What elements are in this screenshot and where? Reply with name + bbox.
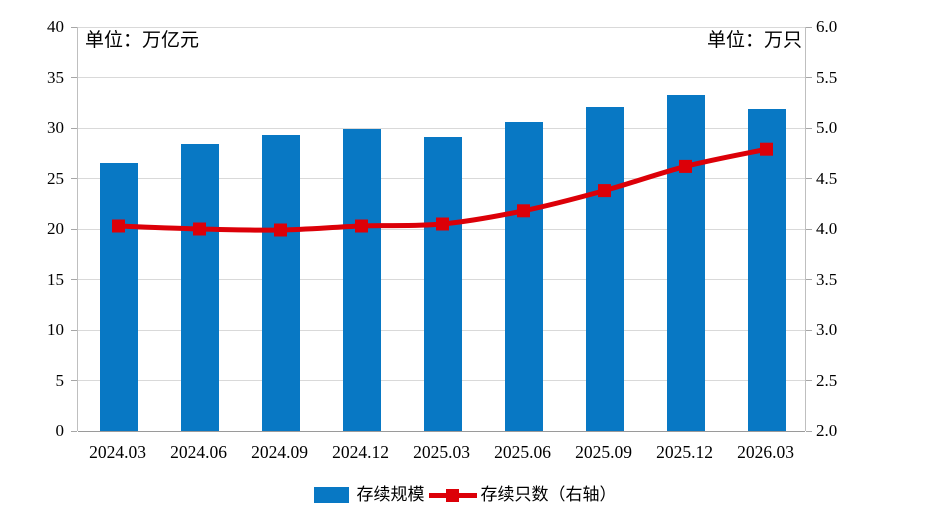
bar-2025.03	[423, 137, 462, 431]
x-axis-label: 2024.09	[251, 442, 308, 462]
bar-2025.06	[504, 121, 543, 431]
bar-2024.03	[99, 163, 138, 431]
y-axis-tickmark-left	[71, 329, 77, 331]
x-axis-label: 2024.06	[170, 442, 227, 462]
x-axis-label: 2025.06	[494, 442, 551, 462]
y-axis-tick-label-left: 35	[47, 67, 64, 87]
x-axis-line	[78, 430, 805, 432]
x-axis-label: 2024.12	[332, 442, 389, 462]
x-axis-label: 2024.03	[89, 442, 146, 462]
y-axis-tickmark-left	[71, 178, 77, 179]
left-axis-unit-label: 单位：万亿元	[85, 30, 200, 51]
gridline	[78, 127, 805, 129]
y-axis-tickmark-left	[71, 279, 77, 280]
y-axis-tickmark-right	[806, 380, 812, 381]
y-axis-tick-label-right: 6.0	[816, 17, 838, 36]
x-axis-label: 2026.03	[737, 442, 794, 462]
y-axis-tick-label-right: 4.5	[816, 168, 838, 188]
legend-bar-swatch-icon	[313, 487, 349, 503]
y-axis-tickmark-left	[71, 380, 77, 381]
y-axis-tick-label-right: 4.0	[816, 219, 838, 238]
y-axis-tickmark-left	[71, 228, 77, 230]
x-axis-label: 2025.12	[656, 442, 713, 462]
bar-2024.06	[180, 144, 219, 431]
y-axis-tickmark-right	[806, 127, 812, 129]
y-axis-tickmark-left	[71, 430, 77, 432]
y-axis-tickmark-left	[71, 77, 77, 78]
y-axis-tickmark-right	[806, 228, 812, 230]
y-axis-tick-label-left: 10	[47, 320, 64, 339]
gridline	[78, 77, 805, 78]
bar-2024.12	[342, 129, 381, 431]
y-axis-tick-label-right: 3.0	[816, 320, 838, 339]
y-axis-tick-label-left: 40	[47, 17, 64, 36]
legend-line-marker	[445, 488, 459, 502]
plot-area: 单位：万亿元 单位：万只	[77, 26, 806, 432]
bar-2024.09	[261, 135, 300, 431]
bar-2025.12	[666, 94, 705, 431]
y-axis-tickmark-right	[806, 77, 812, 78]
y-axis-tick-label-right: 5.0	[816, 118, 838, 137]
x-axis-label: 2025.09	[575, 442, 632, 462]
y-axis-tick-label-left: 15	[47, 269, 64, 289]
y-axis-tick-label-right: 2.0	[816, 421, 838, 440]
legend-label-line-series: 存续只数（右轴）	[480, 485, 617, 504]
legend: 存续规模 存续只数（右轴）	[0, 484, 930, 506]
y-axis-tick-label-left: 30	[47, 118, 64, 137]
y-axis-tickmark-right	[806, 178, 812, 179]
y-axis-tick-label-left: 25	[47, 168, 64, 188]
y-axis-tick-label-right: 5.5	[816, 67, 838, 87]
gridline	[78, 26, 805, 28]
y-axis-tickmark-right	[806, 26, 812, 28]
y-axis-tickmark-right	[806, 430, 812, 432]
y-axis-tickmark-left	[71, 127, 77, 129]
right-axis-unit-label: 单位：万只	[706, 30, 802, 51]
x-axis-label: 2025.03	[413, 442, 470, 462]
legend-line-swatch-icon	[428, 487, 477, 504]
y-axis-tick-label-left: 0	[55, 421, 65, 440]
y-axis-tickmark-left	[71, 26, 77, 28]
legend-label-bar-series: 存续规模	[356, 485, 425, 504]
y-axis-tickmark-right	[806, 329, 812, 331]
y-axis-tick-label-left: 5	[55, 370, 65, 390]
bar-2026.03	[747, 108, 786, 431]
y-axis-tick-label-left: 20	[47, 219, 64, 238]
y-axis-tick-label-right: 3.5	[816, 269, 838, 289]
y-axis-tickmark-right	[806, 279, 812, 280]
bar-2025.09	[585, 106, 624, 431]
y-axis-tick-label-right: 2.5	[816, 370, 838, 390]
